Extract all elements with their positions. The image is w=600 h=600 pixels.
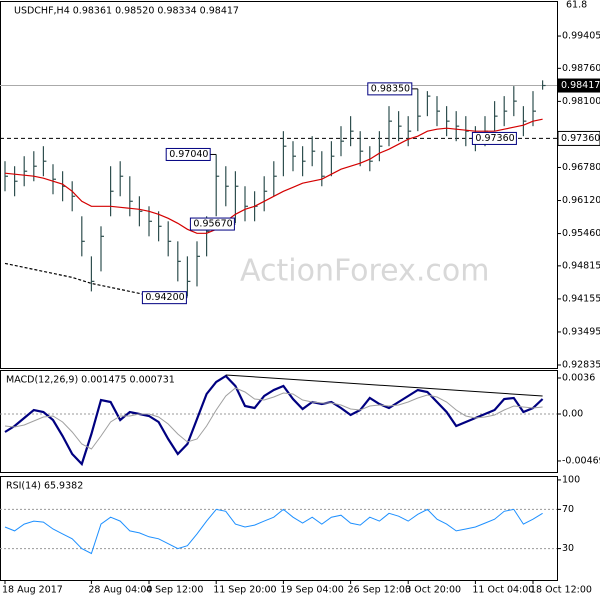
y-tick-label: 0.96780 xyxy=(562,162,600,173)
trend-line xyxy=(225,374,543,397)
y-tick-label: 100 xyxy=(562,474,580,485)
y-tick-label: 0.96120 xyxy=(562,195,600,206)
y-tick-label: 0.00 xyxy=(562,409,583,420)
x-tick-label: 3 Oct 20:00 xyxy=(405,585,461,596)
x-tick-label: 4 Sep 12:00 xyxy=(146,585,203,596)
x-tick-label: 28 Aug 04:00 xyxy=(88,585,152,596)
annotation-box xyxy=(189,217,235,231)
annotation-box xyxy=(165,147,211,161)
indicator-line xyxy=(4,387,543,450)
x-tick-label: 18 Oct 12:00 xyxy=(530,585,592,596)
x-tick-label: 11 Oct 04:00 xyxy=(472,585,534,596)
annotation-label: 0.94200 xyxy=(145,292,184,303)
watermark: ActionForex.com xyxy=(240,254,489,289)
panel-title: MACD(12,26,9) 0.001475 0.000731 xyxy=(6,375,175,386)
y-tick-label: 0.94155 xyxy=(562,293,600,304)
annotation-label: 0.97040 xyxy=(169,149,208,160)
y-tick-label: 0.94815 xyxy=(562,260,600,271)
top-note: 61.8 xyxy=(566,0,587,11)
panel-frame xyxy=(0,476,558,581)
x-tick-label: 19 Sep 04:00 xyxy=(280,585,343,596)
indicator-line xyxy=(4,374,544,467)
y-tick-label: 0.0036 xyxy=(562,373,595,384)
annotation-box xyxy=(141,291,187,305)
y-tick-label: 0.95460 xyxy=(562,228,600,239)
annotation-label: 0.95670 xyxy=(193,219,232,230)
y-tick-label: 0.93495 xyxy=(562,326,600,337)
panel-frame xyxy=(0,370,558,473)
last-price-box xyxy=(558,78,600,93)
annotation-box xyxy=(367,82,413,96)
panel-title: RSI(14) 65.9382 xyxy=(6,481,83,492)
indicator-line xyxy=(4,508,543,555)
last-price-label: 0.98417 xyxy=(561,80,600,91)
y-tick-label: 30 xyxy=(562,543,574,554)
y-tick-label: 0.92835 xyxy=(562,359,600,370)
moving-average xyxy=(4,262,169,299)
level-note: 0.97360 xyxy=(475,133,514,144)
annotation-label: 0.98350 xyxy=(371,83,410,94)
y-tick-label: 0.98760 xyxy=(562,63,600,74)
moving-average xyxy=(4,118,543,234)
panel-frame xyxy=(0,1,558,369)
level-box xyxy=(557,130,600,146)
y-tick-label: 0.98100 xyxy=(562,96,600,107)
panel-title: USDCHF,H4 0.98361 0.98520 0.98334 0.9841… xyxy=(14,6,239,17)
level-label: 0.97360 xyxy=(561,133,600,144)
level-note-box xyxy=(471,131,517,145)
y-tick-label: 0.99405 xyxy=(562,31,600,42)
y-tick-label: 70 xyxy=(562,504,574,515)
x-tick-label: 11 Sep 20:00 xyxy=(213,585,276,596)
x-tick-label: 26 Sep 12:00 xyxy=(348,585,411,596)
x-tick-label: 18 Aug 2017 xyxy=(2,585,63,596)
y-tick-label: -0.004696 xyxy=(562,455,600,466)
